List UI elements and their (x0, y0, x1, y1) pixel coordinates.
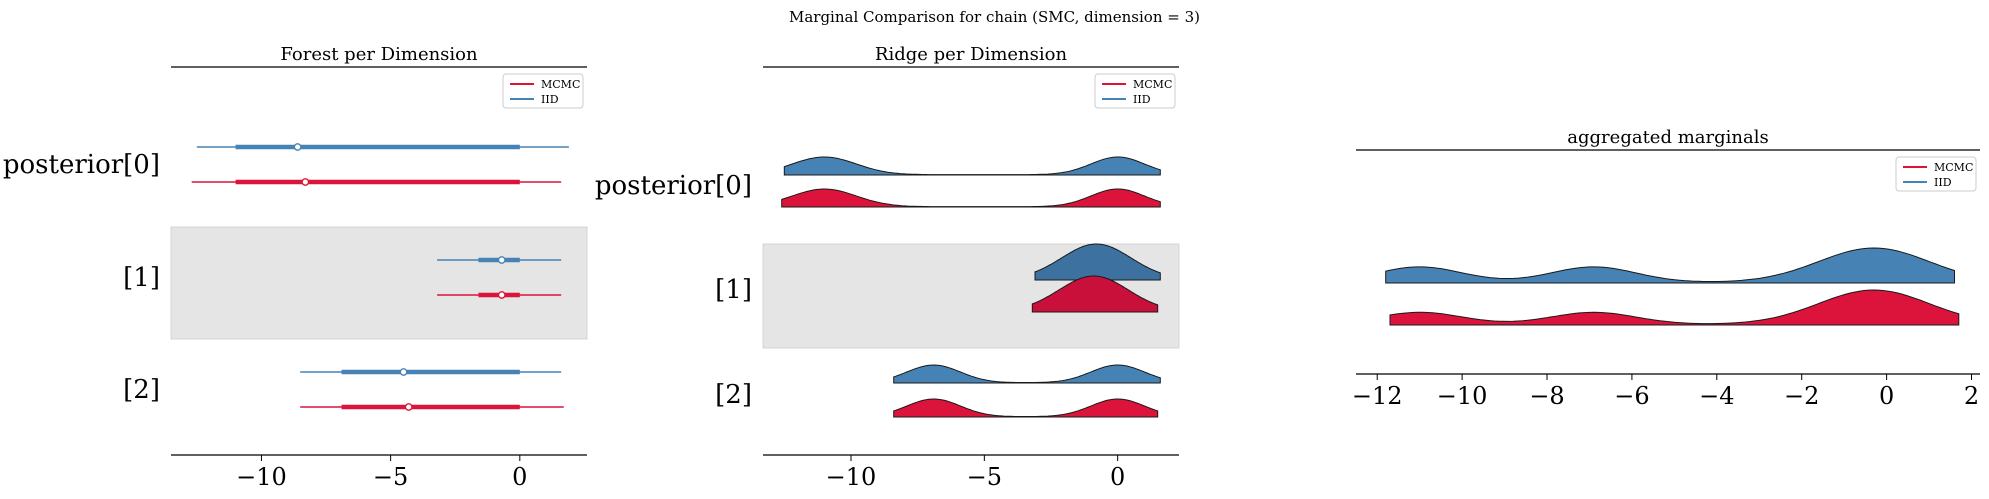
axes-title: aggregated marginals (1567, 127, 1768, 148)
legend: MCMC IID (1094, 73, 1176, 109)
axes-title: Ridge per Dimension (875, 44, 1068, 65)
median-point (293, 143, 302, 151)
x-tick-label: −8 (1529, 382, 1564, 410)
ridge-density-mcmc (781, 188, 1161, 208)
x-tick-label: −10 (826, 463, 877, 491)
x-tick-label: −5 (967, 463, 1002, 491)
row-label: [2] (715, 380, 752, 410)
ridge-density-mcmc (1031, 275, 1159, 313)
figure-title: Marginal Comparison for chain (SMC, dime… (788, 8, 1200, 26)
x-tick-label: −6 (1614, 382, 1649, 410)
row-label: posterior[0] (3, 150, 160, 180)
x-tick-label: 0 (512, 463, 527, 491)
row-label: [1] (715, 275, 752, 305)
x-tick-label: −4 (1699, 382, 1734, 410)
legend-label-mcmc: MCMC (1934, 161, 1973, 174)
forest-interval-mcmc (300, 403, 564, 411)
x-tick-label: 0 (1110, 463, 1125, 491)
ridge-density-iid (783, 156, 1161, 176)
x-tick-label: −2 (1784, 382, 1819, 410)
row-label: [1] (123, 263, 160, 293)
x-tick-label: 2 (1964, 382, 1979, 410)
row-label: posterior[0] (595, 171, 752, 201)
x-tick-label: −5 (373, 463, 408, 491)
legend: MCMC IID (502, 73, 584, 109)
legend: MCMC IID (1895, 156, 1977, 192)
ridge-density-mcmc (893, 398, 1159, 418)
highlight-band (170, 226, 588, 340)
axes-title: Forest per Dimension (280, 44, 478, 65)
forest-interval-iid (300, 368, 562, 376)
x-tick-label: −10 (1437, 382, 1488, 410)
x-tick-label: 0 (1879, 382, 1894, 410)
median-point (399, 368, 408, 376)
forest-interval-mcmc (437, 291, 562, 299)
forest-interval-iid (196, 143, 569, 151)
ridge-density-iid (893, 364, 1161, 384)
x-tick-label: −12 (1352, 382, 1403, 410)
legend-label-iid: IID (541, 93, 559, 106)
median-point (404, 403, 413, 411)
legend-label-iid: IID (1934, 176, 1952, 189)
forest-interval-mcmc (191, 178, 562, 186)
aggregated-density-iid (1385, 247, 1955, 284)
legend-label-mcmc: MCMC (541, 78, 580, 91)
ridge-density-iid (1034, 243, 1161, 281)
legend-label-iid: IID (1133, 93, 1151, 106)
aggregated-density-mcmc (1389, 289, 1960, 326)
median-point (497, 291, 506, 299)
legend-label-mcmc: MCMC (1133, 78, 1172, 91)
x-tick-label: −10 (236, 463, 287, 491)
row-label: [2] (123, 375, 160, 405)
median-point (497, 256, 506, 264)
median-point (301, 178, 310, 186)
forest-interval-iid (437, 256, 562, 264)
